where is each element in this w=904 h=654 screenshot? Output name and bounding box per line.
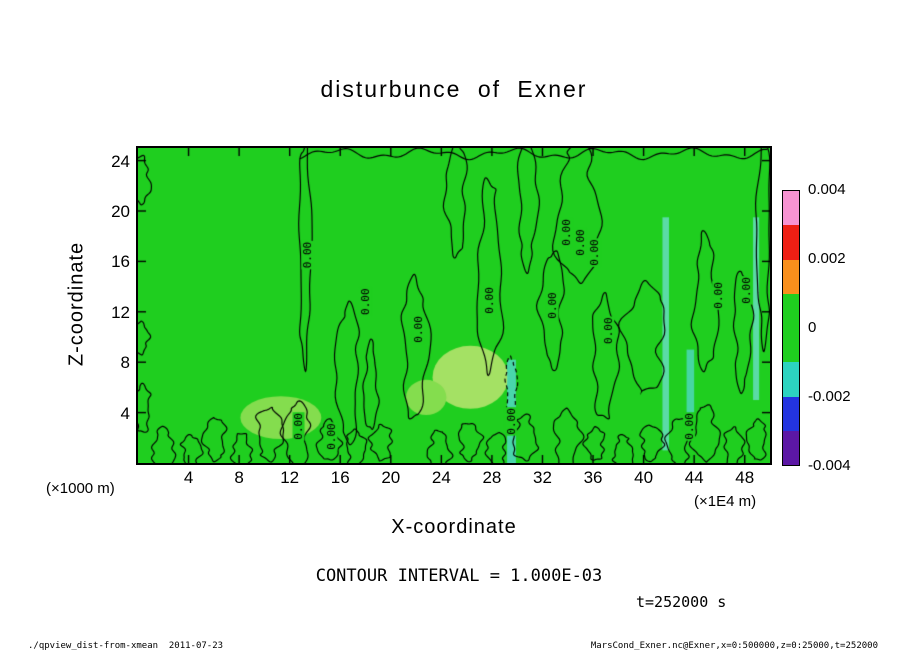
colorbar-segment: [783, 293, 799, 328]
x-tick-label: 48: [735, 468, 755, 487]
x-tick-label: 24: [431, 468, 451, 487]
z-tick-label: 12: [111, 302, 130, 322]
z-axis-title: Z-coordinate: [65, 241, 88, 367]
colorbar-segment: [783, 396, 799, 431]
x-tick-label: 12: [280, 468, 300, 487]
x-tick-label: 16: [330, 468, 350, 487]
colorbar-tick-label: -0.004: [808, 457, 851, 474]
x-tick-label: 36: [583, 468, 603, 487]
colorbar-tick-label: -0.002: [808, 388, 851, 405]
z-tick-label: 24: [111, 151, 130, 171]
x-axis-title: X-coordinate: [391, 516, 517, 538]
x-axis-unit-label: (×1E4 m): [694, 493, 757, 510]
colorbar-segment: [783, 430, 799, 465]
z-tick-label: 8: [120, 353, 130, 373]
chart-title: disturbunce of Exner: [320, 76, 588, 102]
colorbar-tick-label: 0.004: [808, 181, 846, 198]
x-tick-label: 32: [533, 468, 552, 487]
footer-source-text: MarsCond_Exner.nc@Exner,x=0:500000,z=0:2…: [590, 641, 878, 651]
colorbar: [782, 190, 800, 466]
colorbar-tick-label: 0.002: [808, 250, 846, 267]
contour-field-canvas: [138, 148, 770, 463]
colorbar-tick-label: 0: [808, 319, 817, 336]
footer-command-text: ./qpview_dist-from-xmean 2011-07-23: [28, 641, 224, 651]
colorbar-segments: [783, 191, 799, 465]
z-tick-label: 20: [111, 202, 130, 221]
x-tick-label: 28: [482, 468, 502, 487]
x-tick-label: 8: [234, 468, 244, 487]
colorbar-segment: [783, 225, 799, 260]
x-tick-label: 4: [183, 468, 194, 487]
z-tick-label: 4: [120, 403, 130, 423]
colorbar-segment: [783, 259, 799, 294]
time-label: t=252000 s: [636, 593, 727, 611]
x-tick-label: 44: [684, 468, 704, 487]
colorbar-segment: [783, 191, 799, 226]
z-tick-label: 16: [111, 252, 130, 272]
x-tick-label: 20: [381, 468, 401, 487]
z-axis-unit-label: (×1000 m): [46, 480, 115, 497]
plot-frame: [136, 146, 772, 465]
x-tick-label: 40: [634, 468, 654, 487]
colorbar-segment: [783, 362, 799, 397]
contour-interval-label: CONTOUR INTERVAL = 1.000E-03: [315, 566, 603, 586]
colorbar-segment: [783, 328, 799, 363]
